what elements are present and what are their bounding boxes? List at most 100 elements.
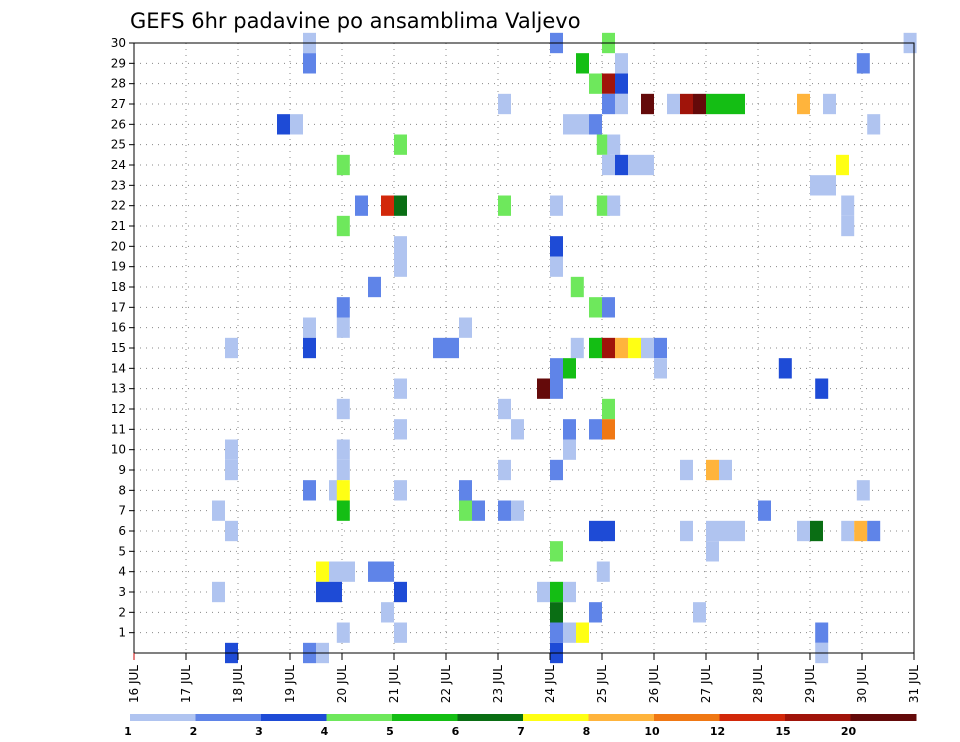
precip-cell	[511, 500, 524, 521]
y-tick-label: 28	[111, 77, 126, 91]
precip-cell	[693, 93, 706, 115]
colorbar-tick-label: 20	[841, 725, 857, 738]
precip-cell	[589, 419, 602, 440]
precip-cell	[854, 520, 868, 542]
precip-cell	[550, 541, 563, 562]
x-tick-label: 18 JUL	[231, 665, 245, 703]
precip-cell	[602, 93, 615, 115]
precip-cell	[433, 337, 446, 359]
precip-cell	[336, 500, 350, 521]
precip-cell	[841, 215, 855, 237]
precip-cell	[602, 419, 615, 440]
precip-cell	[602, 398, 615, 420]
y-tick-label: 13	[111, 382, 126, 396]
y-axis: 1234567891011121314151617181920212223242…	[111, 36, 134, 640]
x-tick-label: 28 JUL	[751, 665, 765, 703]
y-tick-label: 18	[111, 280, 126, 294]
precip-cell	[602, 297, 615, 318]
precip-cell	[641, 154, 654, 176]
precip-cell	[459, 480, 472, 501]
x-tick-label: 25 JUL	[595, 665, 609, 703]
precip-cell	[641, 337, 654, 359]
precip-cell	[459, 317, 472, 338]
colorbar-swatch	[523, 714, 589, 721]
precip-cell	[394, 195, 407, 216]
precip-cell	[336, 398, 350, 420]
precip-cell	[336, 297, 350, 318]
precip-cell	[303, 317, 316, 338]
colorbar-swatch	[654, 714, 720, 721]
precip-cell	[680, 459, 693, 481]
precip-cell	[732, 93, 745, 115]
precip-cell	[563, 114, 576, 135]
precip-cell	[563, 581, 576, 603]
precip-cell	[797, 93, 810, 115]
y-tick-label: 19	[111, 260, 126, 274]
precip-cell	[212, 500, 225, 521]
precip-cell	[394, 256, 407, 277]
precip-cell	[589, 114, 602, 135]
y-tick-label: 12	[111, 402, 126, 416]
precip-cell	[498, 195, 511, 216]
colorbar-tick-label: 15	[775, 725, 790, 738]
precip-cell	[596, 195, 610, 216]
precip-cell	[303, 480, 316, 501]
precip-cell	[841, 195, 855, 216]
x-tick-label: 30 JUL	[855, 665, 869, 703]
precip-cell	[706, 93, 719, 115]
precip-cell	[667, 93, 680, 115]
y-tick-label: 15	[111, 341, 126, 355]
colorbar-tick-label: 8	[583, 725, 591, 738]
precip-cell	[867, 114, 881, 135]
precip-cell	[563, 358, 576, 379]
precip-cell	[680, 520, 693, 542]
precip-cell	[719, 93, 732, 115]
precip-cell	[277, 114, 290, 135]
y-tick-label: 26	[111, 117, 126, 131]
precip-cell	[336, 622, 350, 643]
colorbar-swatch	[850, 714, 917, 721]
precip-cell	[570, 276, 584, 298]
precip-cell	[758, 500, 771, 521]
x-tick-label: 24 JUL	[543, 665, 557, 703]
precip-cell	[394, 134, 407, 155]
precip-cell	[615, 73, 628, 94]
colorbar-swatch	[392, 714, 458, 721]
precip-cell	[225, 459, 238, 481]
y-tick-label: 23	[111, 178, 126, 192]
precip-cell	[596, 561, 610, 582]
precip-cell	[576, 622, 589, 643]
precip-cell	[693, 602, 706, 623]
precip-cell	[856, 480, 870, 501]
precip-cell	[550, 236, 563, 257]
precip-cell	[563, 622, 576, 643]
y-tick-label: 9	[118, 463, 126, 477]
y-tick-label: 30	[111, 36, 126, 50]
precip-cell	[719, 520, 732, 542]
precip-cell	[680, 93, 693, 115]
colorbar-tick-label: 3	[255, 725, 263, 738]
colorbar-tick-label: 2	[190, 725, 198, 738]
x-tick-label: 23 JUL	[491, 665, 505, 703]
precip-cell	[602, 337, 615, 359]
colorbar-tick-label: 10	[644, 725, 660, 738]
precip-cell	[303, 337, 316, 359]
precip-cell	[336, 439, 350, 460]
precip-cell	[511, 419, 524, 440]
precip-cell	[498, 459, 511, 481]
colorbar-swatch	[719, 714, 786, 721]
precip-cell	[342, 561, 355, 582]
y-tick-label: 10	[111, 443, 126, 457]
precip-cell	[706, 520, 719, 542]
y-tick-label: 2	[118, 605, 126, 619]
precip-cell	[815, 622, 829, 643]
y-tick-label: 1	[118, 626, 126, 640]
colorbar-tick-label: 6	[452, 725, 460, 738]
precip-cell	[537, 581, 550, 603]
precip-cell	[778, 358, 792, 379]
precip-cell	[394, 419, 407, 440]
precip-cell	[459, 500, 472, 521]
precip-cell	[607, 134, 621, 155]
colorbar-swatch	[195, 714, 262, 721]
precip-cell	[589, 520, 602, 542]
